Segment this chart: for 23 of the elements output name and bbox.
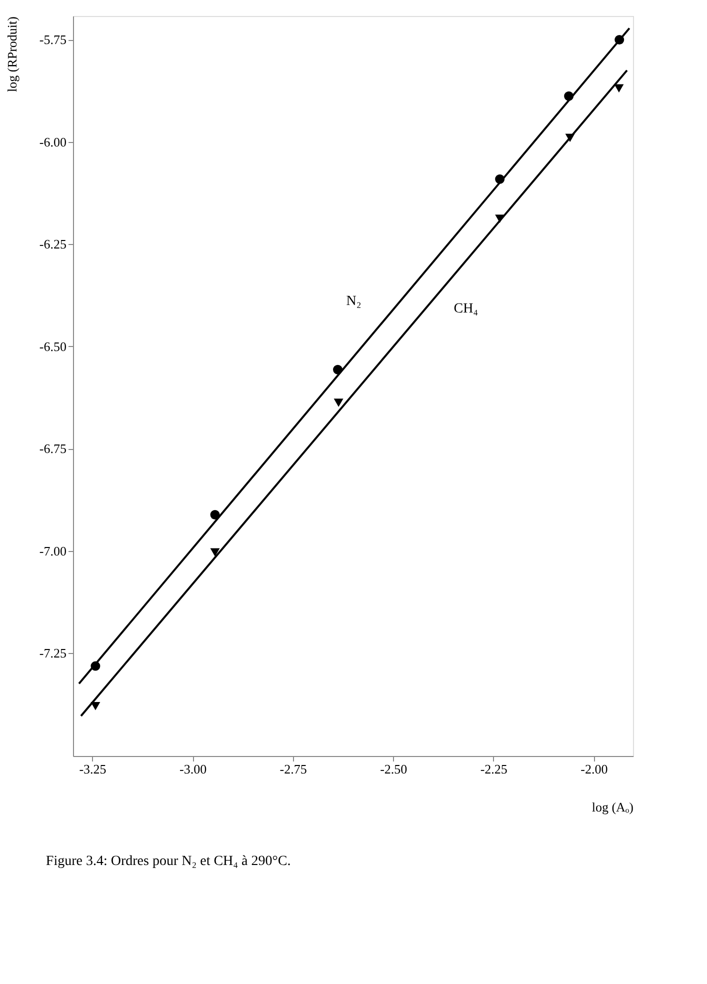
point [210,510,220,520]
x-tick-label: -3.00 [179,762,207,776]
y-tick-label: -6.75 [39,441,66,456]
caption: Figure 3.4: Ordres pour N₂ et CH₄ à 290°C. [46,854,291,869]
y-tick-label: -7.25 [39,645,66,660]
x-tick-label: -2.75 [280,762,307,776]
y-tick-label: -6.25 [39,236,66,252]
x-tick-label: -2.00 [580,762,608,776]
y-tick-label: -7.00 [39,543,66,558]
x-tick-label: -3.25 [79,762,106,776]
x-axis-title: log (Aₒ) [592,800,634,814]
x-tick-label: -2.25 [480,762,508,776]
point [614,84,624,92]
series-label: N₂ [346,294,362,310]
point [90,702,100,710]
y-tick-label: -6.00 [39,134,66,150]
x-tick-label: -2.50 [380,762,408,776]
y-tick-label: -6.50 [39,338,66,354]
series-label: CH₄ [454,301,478,316]
point [334,398,344,407]
point [210,548,220,557]
y-tick-label: -5.75 [39,32,66,48]
y-axis-title: log (RProduit) [4,16,20,92]
